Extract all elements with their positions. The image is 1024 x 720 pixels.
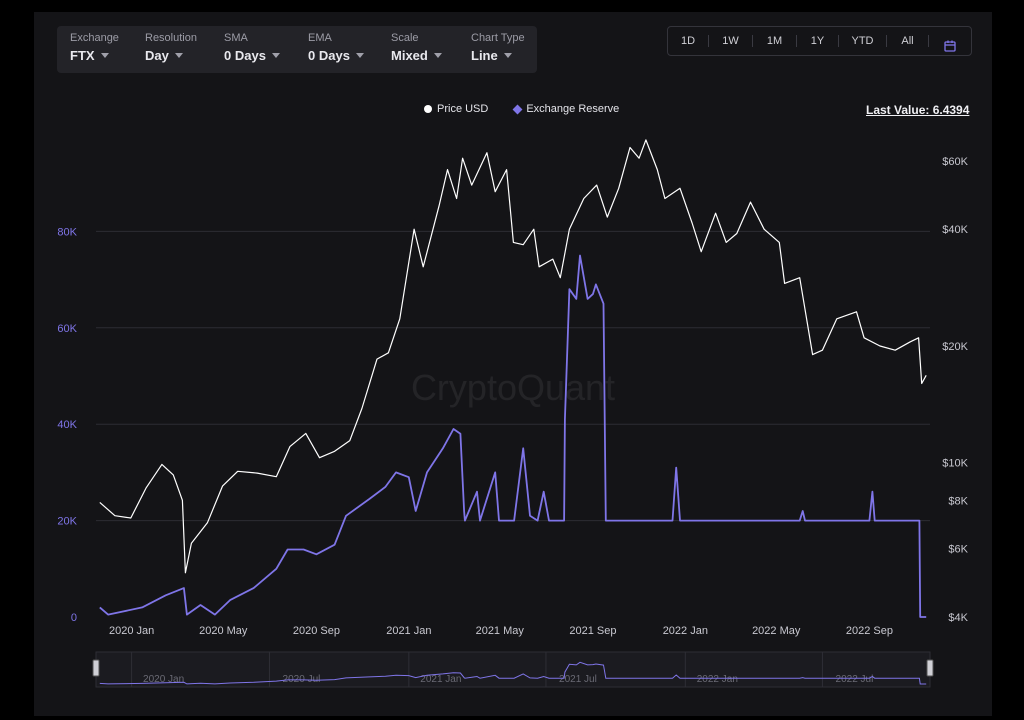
navigator-handle-right[interactable] — [926, 659, 934, 677]
navigator-tick-label: 2021 Jul — [559, 674, 597, 685]
scale-value: Mixed — [391, 48, 428, 63]
watermark-text: CryptoQuant — [411, 367, 615, 408]
left-axis-tick-label: 20K — [57, 516, 77, 528]
left-axis-tick-label: 0 — [71, 612, 77, 624]
price-usd-line — [99, 139, 927, 574]
sma-select[interactable]: SMA 0 Days — [224, 32, 304, 68]
chevron-down-icon — [503, 53, 512, 59]
scale-label: Scale — [391, 32, 419, 44]
reserve-legend-label[interactable]: Exchange Reserve — [526, 103, 620, 116]
chevron-down-icon — [174, 53, 183, 59]
calendar-icon — [943, 40, 956, 52]
price-legend-label[interactable]: Price USD — [437, 103, 489, 116]
right-axis-tick-label: $40K — [942, 224, 968, 236]
navigator-handle-left[interactable] — [92, 659, 100, 677]
divider — [928, 35, 929, 47]
range-1w-button[interactable]: 1W — [722, 35, 739, 47]
scale-select[interactable]: Scale Mixed — [391, 32, 467, 68]
right-axis-tick-label: $10K — [942, 458, 968, 470]
chevron-down-icon — [433, 53, 442, 59]
ema-label: EMA — [308, 32, 332, 44]
x-axis-tick-label: 2020 May — [199, 625, 248, 637]
right-axis-tick-label: $6K — [948, 544, 968, 556]
left-axis-tick-label: 60K — [57, 323, 77, 335]
chevron-down-icon — [100, 53, 109, 59]
navigator-background — [95, 651, 931, 688]
right-axis-tick-label: $20K — [942, 341, 968, 353]
exchange-value: FTX — [70, 48, 95, 63]
divider — [752, 35, 753, 47]
x-axis-tick-label: 2020 Jan — [109, 625, 154, 637]
chevron-down-icon — [355, 53, 364, 59]
exchange-label: Exchange — [70, 32, 119, 44]
resolution-value: Day — [145, 48, 169, 63]
navigator-tick-label: 2022 Jul — [836, 674, 874, 685]
x-axis-tick-label: 2020 Sep — [293, 625, 340, 637]
range-ytd-button[interactable]: YTD — [851, 35, 874, 47]
right-axis-tick-label: $4K — [948, 612, 968, 624]
x-axis-tick-label: 2022 Sep — [846, 625, 893, 637]
divider — [886, 35, 887, 47]
left-axis-tick-label: 40K — [57, 419, 77, 431]
exchange-reserve-line — [99, 254, 927, 618]
price-legend-marker — [424, 105, 432, 114]
navigator-tick-label: 2022 Jan — [697, 674, 738, 685]
chart-type-select[interactable]: Chart Type Line — [471, 32, 535, 68]
divider — [796, 35, 797, 47]
right-axis-tick-label: $8K — [948, 495, 968, 507]
navigator-series-line — [99, 661, 927, 685]
calendar-button[interactable] — [929, 27, 970, 55]
exchange-select[interactable]: Exchange FTX — [70, 32, 142, 68]
chart-legend: Price USD Exchange Reserve — [424, 103, 619, 115]
ema-value: 0 Days — [308, 48, 350, 63]
chart-type-value: Line — [471, 48, 498, 63]
right-axis-tick-label: $60K — [942, 156, 968, 168]
resolution-label: Resolution — [145, 32, 197, 44]
chevron-down-icon — [271, 53, 280, 59]
divider — [708, 35, 709, 47]
chart-controls-bar: Exchange FTX Resolution Day SMA 0 Days E… — [57, 26, 537, 73]
navigator-tick-label: 2021 Jan — [420, 674, 461, 685]
range-1y-button[interactable]: 1Y — [810, 35, 825, 47]
x-axis-tick-label: 2021 Jan — [386, 625, 431, 637]
last-value-label: Last Value: 6.4394 — [866, 103, 970, 117]
sma-value: 0 Days — [224, 48, 266, 63]
chart-panel — [34, 12, 992, 716]
resolution-select[interactable]: Resolution Day — [145, 32, 220, 68]
time-range-selector: 1D 1W 1M 1Y YTD All — [667, 26, 972, 56]
range-1m-button[interactable]: 1M — [766, 35, 783, 47]
divider — [838, 35, 839, 47]
chart-type-label: Chart Type — [471, 32, 525, 44]
navigator-tick-label: 2020 Jan — [143, 674, 184, 685]
x-axis-tick-label: 2021 May — [476, 625, 525, 637]
range-1d-button[interactable]: 1D — [680, 35, 696, 47]
range-all-button[interactable]: All — [901, 35, 914, 47]
ema-select[interactable]: EMA 0 Days — [308, 32, 388, 68]
x-axis-tick-label: 2022 Jan — [663, 625, 708, 637]
sma-label: SMA — [224, 32, 248, 44]
x-axis-tick-label: 2022 May — [752, 625, 801, 637]
left-axis-tick-label: 80K — [57, 226, 77, 238]
x-axis-tick-label: 2021 Sep — [569, 625, 616, 637]
